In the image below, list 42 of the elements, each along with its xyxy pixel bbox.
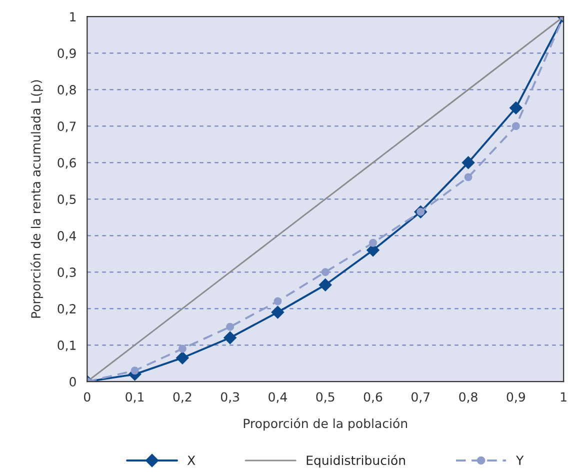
y-tick-label: 0,2	[58, 304, 76, 315]
y-tick-label: 0,6	[58, 158, 76, 169]
x-tick-label: 0,9	[506, 392, 525, 403]
point	[176, 351, 189, 364]
x-tick-label: 0,8	[459, 392, 478, 403]
x-tick-label: 0,3	[220, 392, 240, 403]
x-tick-label: 0	[84, 392, 90, 402]
y-tick-label: 0,9	[58, 48, 76, 60]
y-tick-label: 0,7	[58, 122, 76, 132]
legend-label: Equidistribución	[306, 454, 405, 468]
y-tick-label: 0,4	[58, 231, 76, 242]
x-tick-label: 0,2	[173, 392, 192, 403]
point	[274, 297, 282, 306]
x-tick-label: 0,5	[316, 392, 334, 403]
point	[226, 322, 234, 331]
y-tick-label: 1	[70, 12, 76, 22]
y-tick-label: 0,8	[58, 85, 76, 96]
x-axis-title: Proporción de la población	[244, 418, 408, 431]
point	[464, 173, 472, 182]
x-tick-label: 0,1	[126, 392, 144, 403]
legend-label: X	[187, 456, 196, 465]
point	[369, 238, 377, 247]
x-tick-label: 0,6	[364, 392, 382, 403]
point	[510, 101, 522, 114]
point	[321, 268, 330, 276]
line-series	[87, 16, 564, 382]
y-axis-title: Porporción de la renta acumulada L(p)	[30, 80, 43, 318]
point	[271, 306, 284, 319]
point	[130, 366, 139, 375]
point	[178, 344, 186, 353]
y-tick-label: 0,5	[58, 194, 76, 206]
point	[462, 156, 475, 169]
point	[512, 122, 520, 130]
x-tick-label: 0,7	[412, 392, 430, 403]
y-tick-label: 0,1	[58, 340, 76, 352]
x-tick-label: 1	[560, 392, 566, 402]
y-tick-label: 0,3	[58, 268, 76, 278]
point	[224, 331, 236, 344]
legend-label: Y	[516, 456, 524, 465]
point	[318, 278, 332, 292]
y-tick-label: 0	[70, 377, 76, 386]
x-tick-label: 0,4	[268, 392, 287, 403]
